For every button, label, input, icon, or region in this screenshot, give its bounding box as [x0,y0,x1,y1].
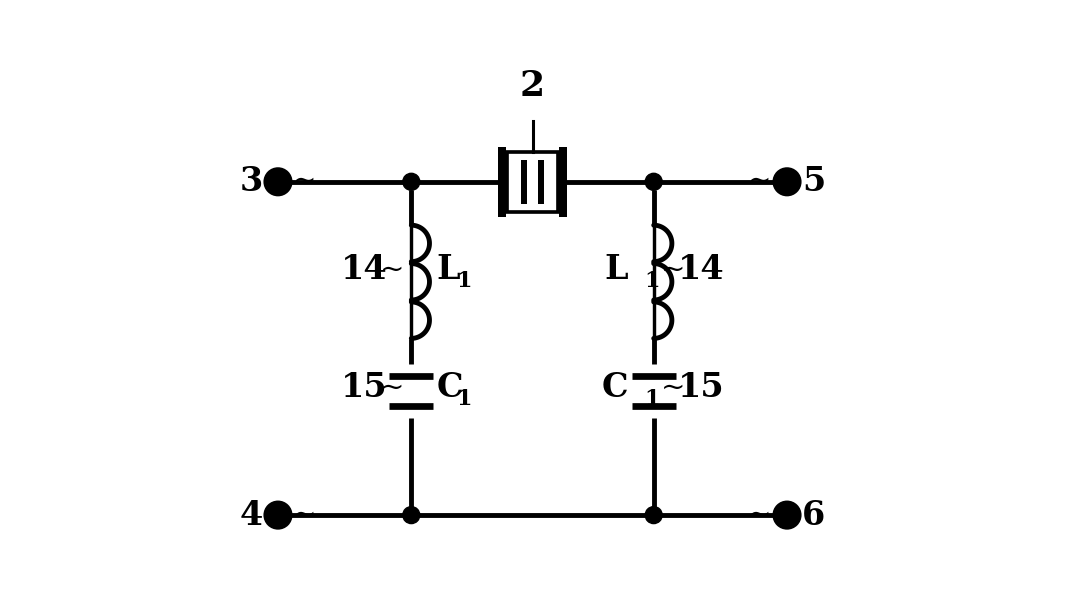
Circle shape [645,173,662,190]
Circle shape [403,507,420,524]
Text: C: C [602,371,628,404]
Text: ~: ~ [661,374,686,402]
Text: ~: ~ [749,502,772,528]
Bar [521,160,527,204]
Text: 6: 6 [802,499,825,531]
Text: ~: ~ [379,256,404,284]
Text: ~: ~ [749,168,772,195]
Text: 1: 1 [457,388,472,410]
Text: ~: ~ [379,374,404,402]
Bar [507,152,558,212]
Bar [559,147,567,217]
Text: C: C [437,371,463,404]
Text: 15: 15 [678,371,724,404]
Text: 1: 1 [644,270,660,291]
Circle shape [403,173,420,190]
Text: ~: ~ [293,502,316,528]
Bar [498,147,506,217]
Text: L: L [437,253,460,286]
Text: 15: 15 [341,371,387,404]
Text: 14: 14 [341,253,387,286]
Text: 4: 4 [240,499,263,531]
Text: 5: 5 [802,165,825,198]
Text: 1: 1 [457,270,472,291]
Text: 3: 3 [240,165,263,198]
Text: 1: 1 [644,388,660,410]
Text: 14: 14 [678,253,724,286]
Circle shape [645,507,662,524]
Text: 2: 2 [520,69,545,103]
Circle shape [775,503,799,527]
Text: L: L [605,253,628,286]
Circle shape [775,170,799,194]
Bar [538,160,544,204]
Circle shape [266,503,290,527]
Text: ~: ~ [661,256,686,284]
Circle shape [266,170,290,194]
Text: ~: ~ [293,168,316,195]
